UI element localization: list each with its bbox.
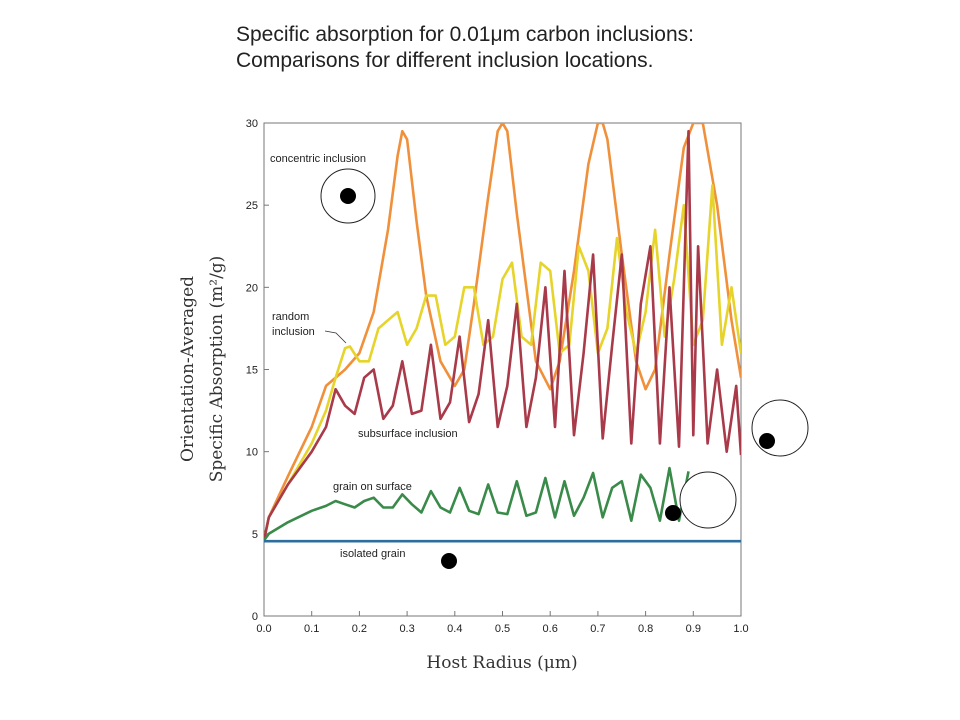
black-dot-marker xyxy=(340,188,356,204)
x-tick-label: 0.5 xyxy=(495,623,510,635)
y-axis-label-line-1: Orientation-Averaged xyxy=(178,276,198,462)
black-dot-marker xyxy=(759,433,775,449)
hollow-circle-marker xyxy=(679,471,737,529)
x-tick-label: 0.8 xyxy=(638,623,653,635)
series-line-subsurface-inclusion xyxy=(264,129,741,541)
slide-title: Specific absorption for 0.01μm carbon in… xyxy=(236,22,936,74)
annotation-inclusion: inclusion xyxy=(272,326,315,338)
x-tick-label: 0.0 xyxy=(256,623,271,635)
y-tick-label: 0 xyxy=(252,611,258,623)
y-tick-label: 20 xyxy=(246,282,258,294)
y-tick-label: 30 xyxy=(246,118,258,130)
x-tick-label: 0.6 xyxy=(543,623,558,635)
y-axis-label-line-2: Specific Absorption (m²/g) xyxy=(207,256,227,483)
y-tick-label: 15 xyxy=(246,365,258,377)
axis-ticks: 0.0 0.1 0.2 0.3 0.4 0.5 0.6 0.7 0.8 0.9 1.0 0 5 10 15 2… xyxy=(246,118,749,635)
black-dot-marker xyxy=(441,553,457,569)
x-tick-label: 0.4 xyxy=(447,623,462,635)
black-dot-marker xyxy=(665,505,681,521)
x-tick-label: 0.3 xyxy=(399,623,414,635)
hollow-circle-marker xyxy=(751,399,809,457)
series-lines xyxy=(264,123,741,543)
x-tick-label: 0.7 xyxy=(590,623,605,635)
y-tick-label: 10 xyxy=(246,447,258,459)
x-axis-label: Host Radius (μm) xyxy=(426,653,577,673)
annotation-subsurface-inclusion: subsurface inclusion xyxy=(358,428,458,440)
y-tick-label: 5 xyxy=(252,529,258,541)
x-tick-label: 0.2 xyxy=(352,623,367,635)
annotation-concentric-inclusion: concentric inclusion xyxy=(270,153,366,165)
annotation-leader-line xyxy=(324,330,347,344)
series-line-random-inclusion xyxy=(264,184,741,541)
series-line-concentric-inclusion xyxy=(264,123,741,541)
y-tick-label: 25 xyxy=(246,200,258,212)
annotation-grain-on-surface: grain on surface xyxy=(333,481,412,493)
annotation-isolated-grain: isolated grain xyxy=(340,548,405,560)
slide-title-line-2: Comparisons for different inclusion loca… xyxy=(236,49,654,72)
x-tick-label: 0.1 xyxy=(304,623,319,635)
slide-title-line-1: Specific absorption for 0.01μm carbon in… xyxy=(236,23,695,46)
x-tick-label: 1.0 xyxy=(733,623,748,635)
x-tick-label: 0.9 xyxy=(686,623,701,635)
annotation-random: random xyxy=(272,311,309,323)
series-line-grain-on-surface xyxy=(264,466,690,542)
